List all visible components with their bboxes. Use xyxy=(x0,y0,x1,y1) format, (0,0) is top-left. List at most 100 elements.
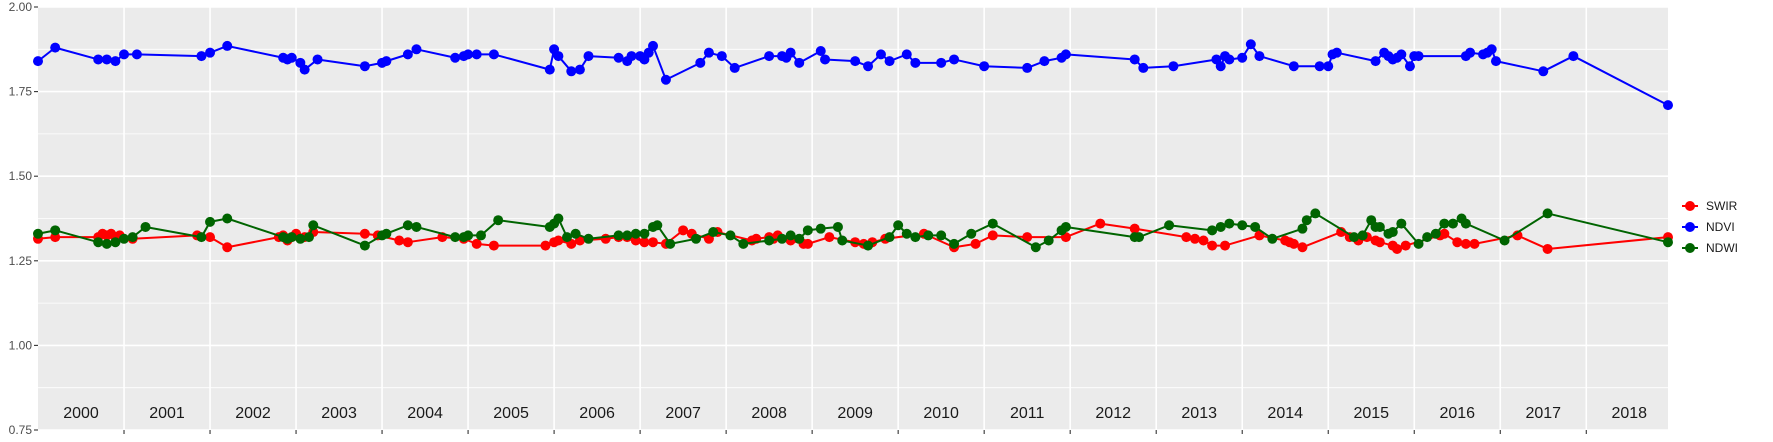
year-labels: 2000 2001 2002 2003 2004 2005 2006 2007 2008 2009… xyxy=(63,405,1647,422)
data-point-ndwi xyxy=(450,232,461,243)
y-tick-label: 1.25 xyxy=(9,254,33,268)
data-point-swir xyxy=(488,240,499,251)
data-point-ndwi xyxy=(863,240,874,251)
data-point-swir xyxy=(987,230,998,241)
data-point-ndvi xyxy=(574,64,585,75)
data-point-ndwi xyxy=(1542,208,1553,219)
data-point-ndvi xyxy=(1039,56,1050,67)
data-point-ndvi xyxy=(1323,61,1334,72)
data-point-swir xyxy=(1460,238,1471,249)
series-layer xyxy=(33,39,1673,254)
y-tick-label: 1.00 xyxy=(9,338,33,352)
data-point-ndvi xyxy=(583,51,594,62)
year-label: 2009 xyxy=(837,405,873,422)
y-tick-label: 0.75 xyxy=(9,423,33,437)
data-point-swir xyxy=(1336,227,1347,238)
data-point-ndwi xyxy=(725,230,736,241)
data-point-ndwi xyxy=(901,228,912,239)
data-point-ndwi xyxy=(308,220,319,231)
data-point-ndwi xyxy=(639,228,650,239)
data-point-ndwi xyxy=(1387,227,1398,238)
data-point-ndvi xyxy=(949,54,960,65)
data-point-ndwi xyxy=(1224,218,1235,229)
data-point-ndvi xyxy=(884,56,895,67)
data-point-swir xyxy=(1181,232,1192,243)
data-point-ndwi xyxy=(1297,223,1308,234)
data-point-ndwi xyxy=(837,235,848,246)
data-point-ndwi xyxy=(381,228,392,239)
data-point-swir xyxy=(824,232,835,243)
data-point-ndwi xyxy=(561,232,572,243)
data-point-ndvi xyxy=(1404,61,1415,72)
data-point-ndvi xyxy=(205,47,216,58)
data-point-ndvi xyxy=(1224,54,1235,65)
data-point-swir xyxy=(1392,243,1403,254)
data-point-ndwi xyxy=(802,225,813,236)
data-point-swir xyxy=(1189,233,1200,244)
data-point-ndvi xyxy=(1486,44,1497,55)
data-point-ndvi xyxy=(381,56,392,67)
legend-label-swir: SWIR xyxy=(1706,199,1738,213)
data-point-ndvi xyxy=(196,51,207,62)
data-point-ndwi xyxy=(1030,242,1041,253)
data-point-ndwi xyxy=(1430,228,1441,239)
year-label: 2006 xyxy=(579,405,615,422)
data-point-ndwi xyxy=(738,238,749,249)
data-point-swir xyxy=(1400,240,1411,251)
data-point-ndwi xyxy=(196,232,207,243)
data-point-ndvi xyxy=(729,62,740,73)
data-point-ndwi xyxy=(893,220,904,231)
year-label: 2014 xyxy=(1267,405,1303,422)
data-point-ndvi xyxy=(1465,47,1476,58)
data-point-ndwi xyxy=(411,221,422,232)
data-point-ndvi xyxy=(1254,51,1265,62)
data-point-ndvi xyxy=(544,64,555,75)
legend-key-point-ndwi xyxy=(1685,243,1695,253)
data-point-ndvi xyxy=(660,74,671,85)
data-point-swir xyxy=(1207,240,1218,251)
data-point-ndvi xyxy=(794,57,805,68)
legend-key-point-swir xyxy=(1685,201,1695,211)
data-point-ndwi xyxy=(1357,230,1368,241)
data-point-ndvi xyxy=(110,56,121,67)
data-point-ndvi xyxy=(875,49,886,60)
y-tick-label: 2.00 xyxy=(9,0,33,14)
data-point-swir xyxy=(639,237,650,248)
data-point-ndvi xyxy=(450,52,461,63)
data-point-ndvi xyxy=(1022,62,1033,73)
data-point-ndwi xyxy=(1422,232,1433,243)
data-point-swir xyxy=(402,237,413,248)
data-point-ndwi xyxy=(1164,220,1175,231)
data-point-ndwi xyxy=(777,233,788,244)
year-label: 2008 xyxy=(751,405,787,422)
data-point-ndwi xyxy=(764,235,775,246)
data-point-ndwi xyxy=(286,232,297,243)
data-point-ndwi xyxy=(463,230,474,241)
data-point-ndvi xyxy=(463,49,474,60)
data-point-ndwi xyxy=(815,223,826,234)
data-point-swir xyxy=(1220,240,1231,251)
data-point-ndwi xyxy=(222,213,233,224)
data-point-swir xyxy=(394,235,405,246)
data-point-ndvi xyxy=(1245,39,1256,50)
data-point-ndvi xyxy=(1129,54,1140,65)
year-label: 2007 xyxy=(665,405,701,422)
data-point-ndwi xyxy=(1237,220,1248,231)
data-point-ndvi xyxy=(402,49,413,60)
data-point-ndwi xyxy=(1447,218,1458,229)
data-point-swir xyxy=(1452,237,1463,248)
data-point-ndvi xyxy=(1370,56,1381,67)
series-ndvi xyxy=(33,39,1673,111)
data-point-ndwi xyxy=(622,230,633,241)
data-point-ndvi xyxy=(222,40,233,51)
data-point-ndwi xyxy=(93,237,104,248)
data-point-ndwi xyxy=(652,220,663,231)
data-point-ndvi xyxy=(613,52,624,63)
data-point-ndwi xyxy=(794,233,805,244)
data-point-ndwi xyxy=(1374,221,1385,232)
data-point-ndvi xyxy=(626,51,637,62)
data-point-ndvi xyxy=(1568,51,1579,62)
data-point-ndwi xyxy=(493,215,504,226)
data-point-ndwi xyxy=(475,230,486,241)
